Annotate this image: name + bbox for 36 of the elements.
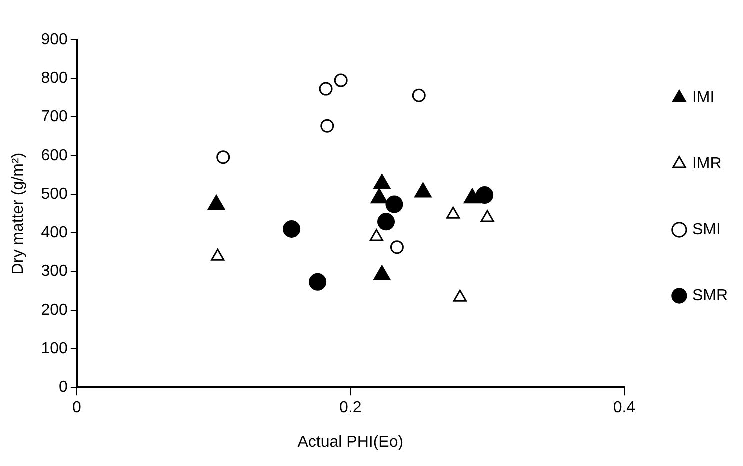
point [446, 206, 460, 219]
point [453, 290, 467, 302]
y-tick-label: 300 [41, 263, 68, 280]
point [208, 195, 226, 210]
x-tick-label: 0.2 [340, 400, 362, 417]
x-tick-label: 0 [72, 400, 82, 417]
y-tick-label: 900 [41, 31, 68, 48]
point [374, 265, 391, 280]
point [386, 196, 404, 214]
point [216, 150, 230, 164]
point [414, 182, 432, 198]
point [374, 174, 391, 190]
y-tick-label: 600 [41, 147, 68, 164]
point [319, 82, 333, 96]
legend-label: IMR [692, 155, 722, 172]
legend-label: SMI [692, 221, 721, 238]
point [370, 229, 384, 242]
point [334, 74, 348, 88]
y-tick-label: 200 [41, 302, 68, 319]
y-tick-label: 500 [41, 186, 68, 203]
point [464, 188, 482, 204]
point [211, 248, 225, 261]
y-tick-label: 0 [58, 379, 68, 396]
point [320, 119, 334, 133]
x-tick-label: 0.4 [613, 400, 636, 417]
point [412, 88, 426, 102]
y-tick-label: 100 [41, 340, 68, 358]
legend-label: IMI [692, 89, 715, 106]
y-tick-label: 800 [41, 70, 68, 88]
y-tick-label: 700 [41, 108, 68, 126]
legend-label: SMR [692, 287, 728, 304]
point [370, 188, 388, 204]
y-axis-title: Dry matter (g/m²) [10, 152, 28, 275]
point [480, 210, 494, 222]
x-axis-title: Actual PHI(Eo) [298, 434, 404, 451]
y-tick-label: 400 [41, 224, 68, 242]
